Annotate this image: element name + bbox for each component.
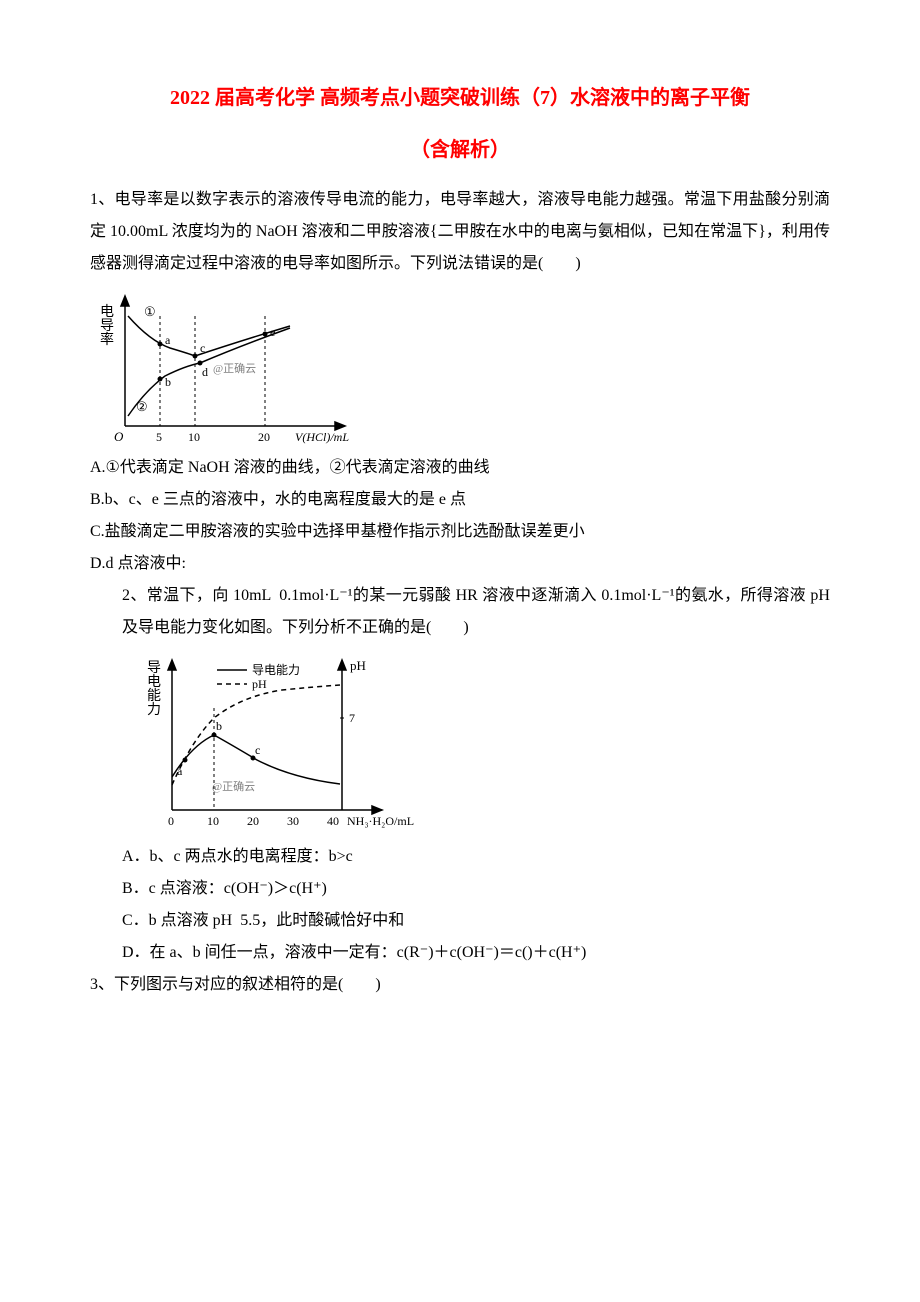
pt-a: a (165, 333, 171, 347)
title-line2: （含解析） (90, 132, 830, 168)
xtick-5: 5 (156, 430, 162, 444)
curve1-label: ① (144, 304, 156, 319)
pt-b: b (165, 375, 171, 389)
xtick-20: 20 (258, 430, 270, 444)
yl-2: 电 (147, 674, 161, 690)
q2-opt-d: D．在 a、b 间任一点，溶液中一定有：c(R⁻)＋c(OH⁻)＝c()＋c(H… (122, 937, 830, 969)
xlabel: NH₃·H₂O/mL (347, 814, 414, 828)
q3-stem: 3、下列图示与对应的叙述相符的是( ) (90, 969, 830, 1001)
q2-chart: a b c 导电能力 pH 导 电 能 力 pH 7 @正确云 0 10 20 … (122, 650, 830, 835)
pt-b: b (216, 719, 222, 733)
yl-1: 导 (147, 661, 161, 676)
pt-e: e (270, 325, 275, 339)
xlabel: V(HCl)/mL (295, 430, 349, 444)
svg-text:20: 20 (247, 814, 259, 828)
yl-4: 力 (147, 702, 161, 718)
origin-o: O (114, 429, 124, 444)
legend-ph: pH (252, 677, 267, 691)
svg-text:40: 40 (327, 814, 339, 828)
q1-opt-c: C.盐酸滴定二甲胺溶液的实验中选择甲基橙作指示剂比选酚酞误差更小 (90, 516, 830, 548)
yl-3: 能 (147, 688, 161, 704)
ylabel-1: 电 (100, 304, 114, 320)
q1-opt-b: B.b、c、e 三点的溶液中，水的电离程度最大的是 e 点 (90, 484, 830, 516)
ylabel-2: 导 (100, 319, 114, 334)
svg-text:0: 0 (168, 814, 174, 828)
q1-opt-a: A.①代表滴定 NaOH 溶液的曲线，②代表滴定溶液的曲线 (90, 452, 830, 484)
svg-text:10: 10 (207, 814, 219, 828)
title-line1: 2022 届高考化学 高频考点小题突破训练（7）水溶液中的离子平衡 (90, 80, 830, 116)
q2-stem: 2、常温下，向 10mL 0.1mol·L⁻¹的某一元弱酸 HR 溶液中逐渐滴入… (122, 580, 830, 644)
q1-stem: 1、电导率是以数字表示的溶液传导电流的能力，电导率越大，溶液导电能力越强。常温下… (90, 184, 830, 280)
curve2-label: ② (136, 399, 148, 414)
q2-opt-c: C．b 点溶液 pH 5.5，此时酸碱恰好中和 (122, 905, 830, 937)
q1-opt-d: D.d 点溶液中: (90, 548, 830, 580)
yr-label: pH (350, 658, 366, 673)
pt-d: d (202, 365, 208, 379)
xtick-10: 10 (188, 430, 200, 444)
watermark: @正确云 (213, 362, 256, 375)
pt-a: a (177, 764, 183, 778)
ytick-7: 7 (349, 711, 355, 725)
pt-c: c (255, 743, 260, 757)
watermark: @正确云 (212, 780, 255, 793)
legend-cond: 导电能力 (252, 663, 300, 677)
q2-opt-a: A．b、c 两点水的电离程度：b>c (122, 841, 830, 873)
svg-text:30: 30 (287, 814, 299, 828)
q1-chart: ① ② a b c d e @正确云 电 导 率 O 5 10 20 V(HCl… (90, 286, 830, 446)
q2-opt-b: B．c 点溶液：c(OH⁻)＞c(H⁺) (122, 873, 830, 905)
ylabel-3: 率 (100, 331, 114, 348)
pt-c: c (200, 341, 205, 355)
